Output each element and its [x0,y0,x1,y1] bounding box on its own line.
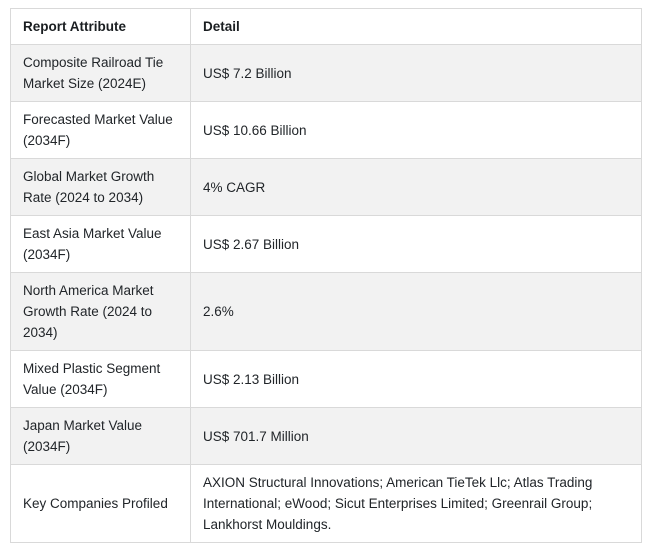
detail-cell: US$ 2.13 Billion [190,350,642,408]
table-row: Mixed Plastic Segment Value (2034F) US$ … [10,350,642,408]
table-row: North America Market Growth Rate (2024 t… [10,272,642,351]
page-background: Report Attribute Detail Composite Railro… [10,8,642,543]
attribute-cell: East Asia Market Value (2034F) [10,215,191,273]
detail-cell: US$ 701.7 Million [190,407,642,465]
attribute-cell: Japan Market Value (2034F) [10,407,191,465]
attribute-cell: Composite Railroad Tie Market Size (2024… [10,44,191,102]
attribute-cell: North America Market Growth Rate (2024 t… [10,272,191,351]
attribute-cell: Key Companies Profiled [10,464,191,543]
attribute-cell: Forecasted Market Value (2034F) [10,101,191,159]
header-detail: Detail [190,8,642,45]
table-row: Composite Railroad Tie Market Size (2024… [10,44,642,102]
attribute-cell: Global Market Growth Rate (2024 to 2034) [10,158,191,216]
detail-cell: 2.6% [190,272,642,351]
detail-cell: US$ 2.67 Billion [190,215,642,273]
detail-cell: 4% CAGR [190,158,642,216]
detail-cell: AXION Structural Innovations; American T… [190,464,642,543]
header-report-attribute: Report Attribute [10,8,191,45]
report-summary-table: Report Attribute Detail Composite Railro… [10,8,642,543]
detail-cell: US$ 7.2 Billion [190,44,642,102]
table-row: Forecasted Market Value (2034F) US$ 10.6… [10,101,642,159]
detail-cell: US$ 10.66 Billion [190,101,642,159]
attribute-cell: Mixed Plastic Segment Value (2034F) [10,350,191,408]
table-row: East Asia Market Value (2034F) US$ 2.67 … [10,215,642,273]
table-header-row: Report Attribute Detail [10,8,642,45]
table-row: Key Companies Profiled AXION Structural … [10,464,642,543]
table-row: Global Market Growth Rate (2024 to 2034)… [10,158,642,216]
table-row: Japan Market Value (2034F) US$ 701.7 Mil… [10,407,642,465]
